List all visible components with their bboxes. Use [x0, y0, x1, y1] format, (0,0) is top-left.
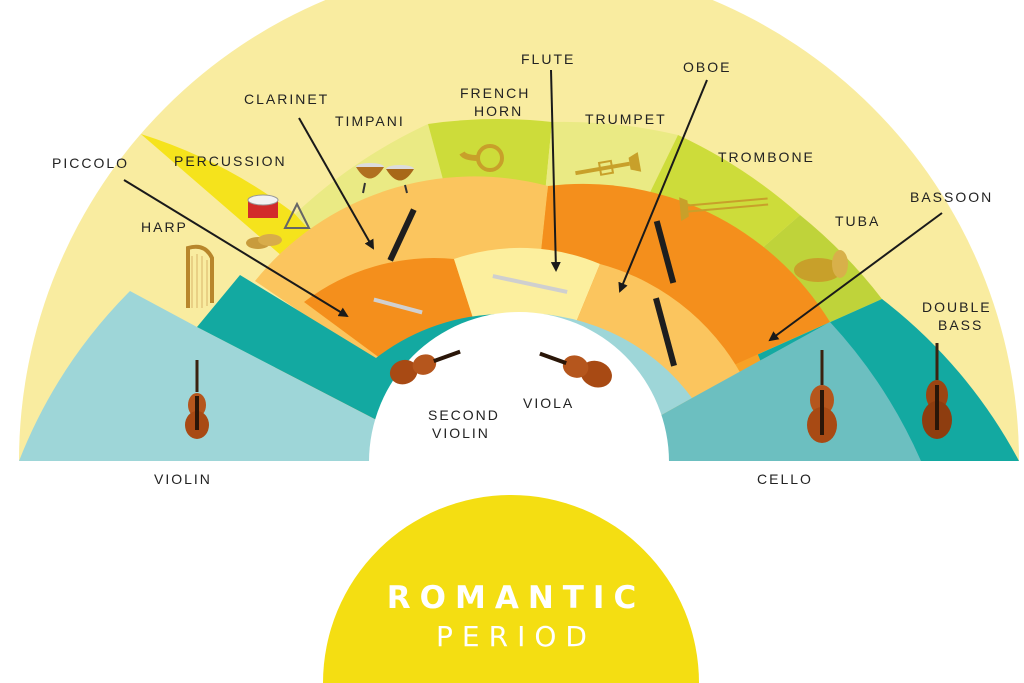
flute-arrow	[550, 69, 561, 272]
triangle-icon	[283, 201, 311, 229]
trombone-icon	[679, 197, 769, 222]
trumpet-label: TRUMPET	[585, 111, 667, 127]
violin-section	[19, 291, 398, 461]
bassoon-icon	[653, 220, 677, 284]
clarinet-label: CLARINET	[244, 91, 329, 107]
second-violin-label-1: SECOND	[428, 407, 500, 423]
title-sub: PERIOD	[436, 620, 596, 653]
tuba-label: TUBA	[835, 213, 880, 229]
timpani-icon	[356, 163, 414, 194]
oboe-arrow	[618, 79, 708, 293]
trombone-label: TROMBONE	[718, 149, 815, 165]
oboe-icon	[653, 297, 677, 367]
snare-drum-icon	[247, 194, 279, 218]
flute-icon	[492, 274, 568, 294]
piccolo-arrow	[123, 179, 349, 318]
violin-label: VIOLIN	[154, 471, 212, 487]
title-disc: ROMANTIC PERIOD	[323, 495, 699, 683]
title-main: ROMANTIC	[387, 580, 645, 616]
percussion-label: PERCUSSION	[174, 153, 287, 169]
harp-label: HARP	[141, 219, 188, 235]
cello-label: CELLO	[757, 471, 813, 487]
trumpet-icon	[575, 152, 642, 176]
piccolo-label: PICCOLO	[52, 155, 129, 171]
cymbals-icon	[246, 234, 282, 249]
double-bass-icon	[922, 343, 952, 439]
pointer-arrows	[123, 69, 943, 342]
french-horn-label-1: FRENCH	[460, 85, 530, 101]
bassoon-arrow	[768, 212, 943, 342]
clarinet-icon	[387, 208, 417, 262]
french-horn-icon	[459, 144, 504, 172]
title-disc-shape	[323, 495, 699, 683]
tuba-icon	[794, 250, 848, 282]
section-labels: PICCOLO PERCUSSION CLARINET TIMPANI FREN…	[52, 51, 993, 487]
viola-label: VIOLA	[523, 395, 574, 411]
violin-icon	[185, 360, 209, 439]
double-bass-label-1: DOUBLE	[922, 299, 992, 315]
viola-icon	[539, 351, 612, 388]
flute-label: FLUTE	[521, 51, 575, 67]
strings	[19, 275, 921, 462]
harp-icon	[186, 244, 214, 308]
bassoon-label: BASSOON	[910, 189, 993, 205]
cello-section	[640, 322, 921, 461]
timpani-label: TIMPANI	[335, 113, 405, 129]
stage-cutout	[369, 312, 669, 462]
second-violin-label-2: VIOLIN	[432, 425, 490, 441]
french-horn-label-2: HORN	[474, 103, 523, 119]
double-bass-label-2: BASS	[938, 317, 983, 333]
second-violin-icon	[389, 349, 461, 385]
cello-icon	[807, 350, 837, 443]
clarinet-arrow	[298, 117, 374, 250]
oboe-label: OBOE	[683, 59, 731, 75]
piccolo-icon	[373, 297, 423, 315]
